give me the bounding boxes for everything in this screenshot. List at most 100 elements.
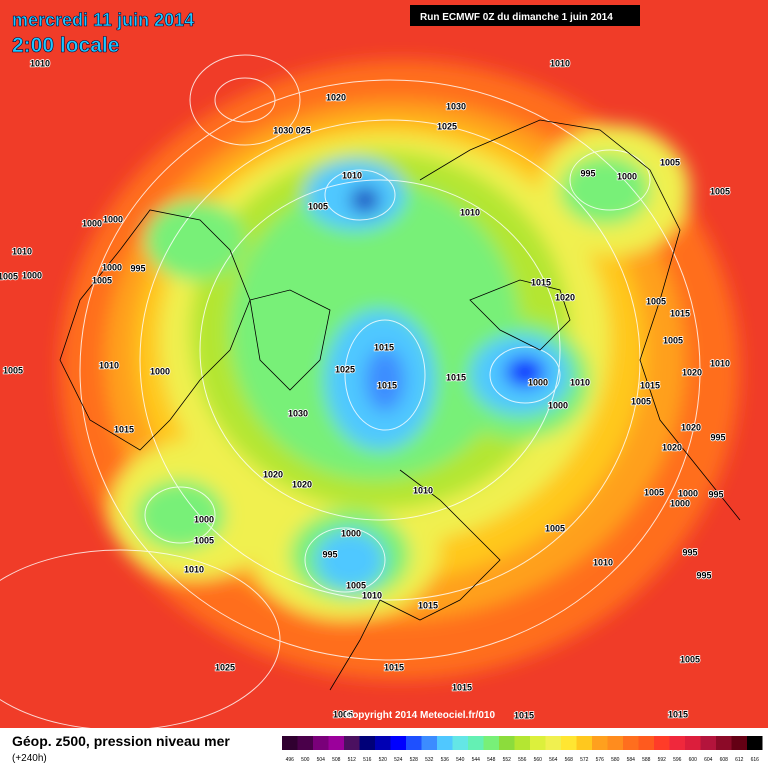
legend-label: 600: [689, 757, 698, 763]
isobar: [344, 319, 426, 431]
coastline: [329, 469, 501, 691]
legend-label: 540: [456, 757, 465, 763]
isobars: [0, 54, 701, 728]
isobar-label: 1020: [682, 367, 702, 377]
isobar-label: 1005: [710, 186, 730, 196]
isobar-label: 1010: [413, 485, 433, 495]
isobar-label: 1025: [437, 121, 457, 131]
isobar-label: 1005: [545, 523, 565, 533]
legend-swatch: [530, 736, 546, 750]
legend-label: 508: [332, 757, 341, 763]
isobar-label: 1010: [570, 377, 590, 387]
legend-label: 572: [580, 757, 589, 763]
isobar-label: 1030: [288, 408, 308, 418]
legend-label: 516: [363, 757, 372, 763]
legend-label: 524: [394, 757, 403, 763]
legend-swatch: [297, 736, 313, 750]
legend-label: 528: [410, 757, 419, 763]
isobar-label: 995: [708, 489, 723, 499]
isobar: [489, 346, 561, 404]
isobar-label: 1005: [3, 365, 23, 375]
legend-swatch: [313, 736, 329, 750]
legend-label: 612: [735, 757, 744, 763]
isobar-label: 1010: [710, 358, 730, 368]
legend-swatch: [344, 736, 360, 750]
color-legend: 496 500 504 508 512 516 520 524 528 532 536 540 544 5…: [282, 736, 763, 763]
legend-label: 596: [673, 757, 682, 763]
legend-swatch: [514, 736, 530, 750]
isobar-label: 1010: [184, 564, 204, 574]
legend-swatch: [576, 736, 592, 750]
isobar-label: 1000: [22, 270, 42, 280]
isobar: [79, 79, 701, 661]
legend-label: 548: [487, 757, 496, 763]
isobar-label: 1020: [662, 442, 682, 452]
legend-label: 496: [286, 757, 295, 763]
legend-label: 604: [704, 757, 713, 763]
field-band: [351, 188, 379, 212]
isobar-label: 1005: [680, 654, 700, 664]
isobar-label: 1015: [377, 380, 397, 390]
legend-label: 576: [596, 757, 605, 763]
isobar-label: 1000: [548, 400, 568, 410]
isobar-label: 1000: [102, 262, 122, 272]
legend-swatch: [561, 736, 577, 750]
isobar-label: 1005: [646, 296, 666, 306]
isobar-label: 1010: [342, 170, 362, 180]
isobar-label: 1000: [670, 498, 690, 508]
legend-swatch: [592, 736, 608, 750]
legend-swatch: [483, 736, 499, 750]
date: mercredi 11 juin 2014: [12, 10, 194, 30]
legend-swatch: [437, 736, 453, 750]
legend-swatch: [452, 736, 468, 750]
isobar-label: 1000: [341, 528, 361, 538]
isobar-label: 1015: [446, 372, 466, 382]
legend-swatch: [747, 736, 763, 750]
legend-swatch: [359, 736, 375, 750]
isobar-label: 1000: [678, 488, 698, 498]
isobar-label: 1010: [593, 557, 613, 567]
legend-label: 580: [611, 757, 620, 763]
isobar-label: 1000: [103, 214, 123, 224]
isobar-label: 995: [682, 547, 697, 557]
legend-label: 560: [534, 757, 543, 763]
legend-swatch: [700, 736, 716, 750]
isobar-label: 1010: [12, 246, 32, 256]
legend-swatch: [607, 736, 623, 750]
footer-title: Géop. z500, pression niveau mer: [12, 733, 230, 749]
field-band: [145, 200, 245, 280]
isobar-label: 995: [130, 263, 145, 273]
isobar-label: 1025: [335, 364, 355, 374]
run: Run ECMWF 0Z du dimanche 1 juin 2014: [420, 12, 613, 23]
isobar-label: 1020: [555, 292, 575, 302]
legend-label: 552: [503, 757, 512, 763]
legend-label: 568: [565, 757, 574, 763]
isobar-label: 1005: [346, 580, 366, 590]
isobar: [199, 179, 561, 521]
isobar: [569, 149, 651, 211]
isobar-label: 1000: [194, 514, 214, 524]
isobar: [214, 77, 276, 123]
legend-swatch: [421, 736, 437, 750]
legend-swatch: [282, 736, 298, 750]
isobar-label: 1030: [446, 101, 466, 111]
isobar: [0, 549, 281, 728]
isobar: [144, 486, 216, 544]
isobar-label: 1010: [362, 590, 382, 600]
legend-label: 556: [518, 757, 527, 763]
legend-swatch: [623, 736, 639, 750]
isobar-label: 1000: [617, 171, 637, 181]
legend-label: 504: [317, 757, 326, 763]
isobar-label: 1015: [531, 277, 551, 287]
field-band: [315, 530, 385, 590]
field-band: [135, 480, 225, 550]
isobar-label: 995: [710, 432, 725, 442]
isobar-label: 1025: [215, 662, 235, 672]
legend-swatch: [545, 736, 561, 750]
legend-label: 588: [642, 757, 651, 763]
isobar: [304, 527, 386, 593]
isobar-label: 1005: [663, 335, 683, 345]
